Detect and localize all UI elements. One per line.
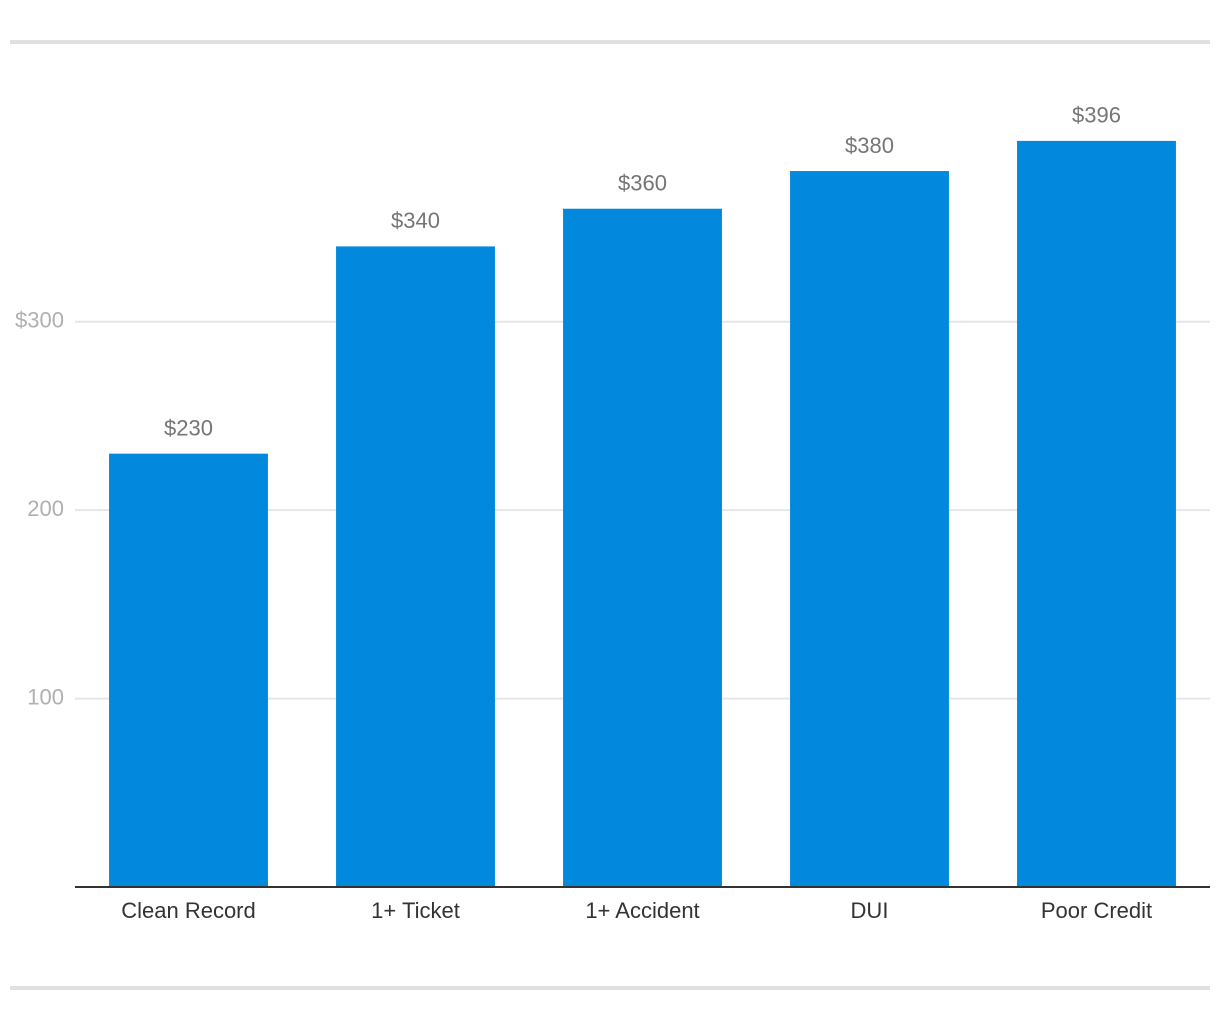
- bottom-rule: [10, 986, 1210, 990]
- value-label: $360: [618, 171, 667, 196]
- value-label: $380: [845, 133, 894, 158]
- value-label: $230: [164, 415, 213, 440]
- bar: [109, 453, 268, 887]
- bar: [563, 208, 722, 887]
- y-tick-label: 200: [27, 496, 64, 521]
- x-tick-label: 1+ Ticket: [371, 898, 460, 923]
- bar: [336, 246, 495, 888]
- y-tick-label: $300: [15, 308, 64, 333]
- bar: [790, 171, 949, 887]
- bar: [1017, 140, 1176, 887]
- x-tick-label: Poor Credit: [1041, 898, 1152, 923]
- top-rule: [10, 40, 1210, 44]
- x-tick-label: Clean Record: [121, 898, 256, 923]
- y-tick-label: 100: [27, 684, 64, 709]
- x-tick-label: 1+ Accident: [585, 898, 699, 923]
- x-tick-label: DUI: [851, 898, 889, 923]
- value-label: $340: [391, 208, 440, 233]
- value-label: $396: [1072, 103, 1121, 128]
